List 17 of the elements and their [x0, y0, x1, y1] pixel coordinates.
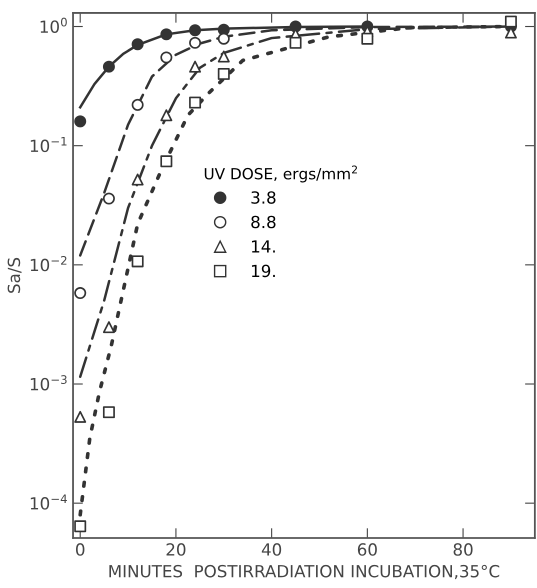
legend-title: UV DOSE, ergs/mm$^{2}$: [204, 165, 357, 182]
x-tick-label: 60: [358, 543, 377, 556]
y-axis-title: Sa/S: [8, 258, 22, 293]
x-tick-label: 20: [166, 543, 186, 556]
legend-label: 19.: [252, 264, 275, 278]
legend-label: 14.: [252, 240, 275, 253]
legend-label: 3.8: [251, 191, 276, 204]
y-tick-label: 10$^{0}$: [40, 18, 67, 33]
x-tick-label: 80: [454, 543, 473, 556]
legend-label: 8.8: [251, 216, 276, 228]
y-tick-label: 10$^{−4}$: [30, 494, 67, 510]
y-tick-label: 10$^{−2}$: [30, 256, 66, 272]
x-tick-label: 0: [76, 543, 84, 556]
y-tick-label: 10$^{−1}$: [30, 137, 66, 152]
x-tick-label: 40: [262, 543, 282, 556]
x-axis-title: MINUTES POSTIRRADIATION INCUBATION,35°C: [109, 564, 500, 580]
y-tick-label: 10$^{−3}$: [30, 375, 67, 390]
